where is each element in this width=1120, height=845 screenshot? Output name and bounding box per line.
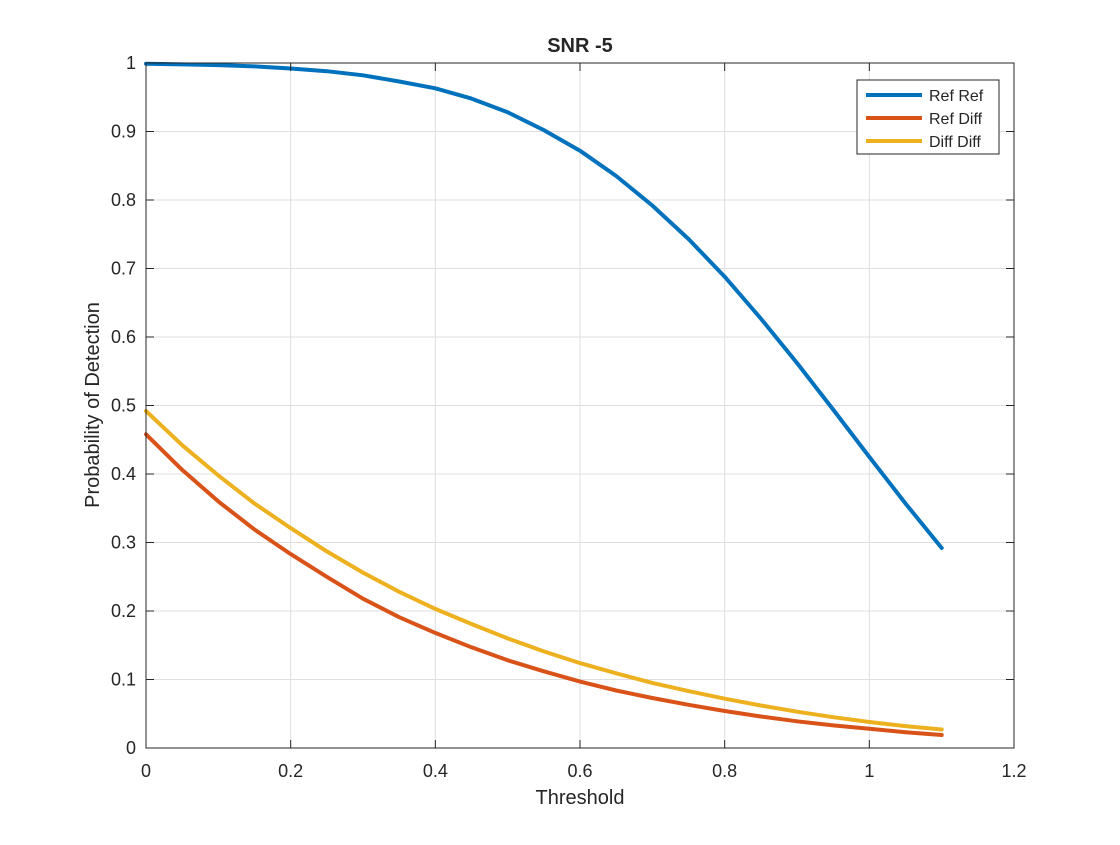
y-tick-label: 0.1 (111, 670, 136, 690)
y-tick-label: 0.4 (111, 464, 136, 484)
tick-marks (145, 62, 1015, 749)
series-line-ref-ref (144, 61, 944, 550)
x-tick-label: 0.2 (278, 761, 303, 781)
y-tick-label: 0.9 (111, 122, 136, 142)
series-line-ref-diff (144, 432, 944, 737)
x-tick-label: 1.2 (1001, 761, 1026, 781)
legend-label-diff-diff: Diff Diff (929, 134, 981, 151)
y-tick-label: 0.2 (111, 601, 136, 621)
x-tick-label: 0.8 (712, 761, 737, 781)
y-tick-label: 0.8 (111, 190, 136, 210)
legend: Ref Ref Ref Diff Diff Diff (856, 79, 1000, 155)
tick-labels: 0 0.2 0.4 0.6 0.8 1 1.2 0 0.1 0.2 0.3 0.4 0.5 0.6 0.7 0… (111, 53, 1027, 781)
x-tick-label: 0 (141, 761, 151, 781)
x-tick-label: 1 (864, 761, 874, 781)
y-tick-label: 0.3 (111, 533, 136, 553)
series-line-diff-diff (144, 409, 944, 732)
x-axis-label: Threshold (536, 787, 625, 809)
x-tick-label: 0.6 (567, 761, 592, 781)
y-tick-label: 1 (126, 53, 136, 73)
grid-lines (146, 63, 1014, 748)
chart-title: SNR -5 (547, 35, 613, 57)
legend-label-ref-ref: Ref Ref (929, 88, 984, 105)
x-tick-label: 0.4 (423, 761, 448, 781)
legend-label-ref-diff: Ref Diff (929, 111, 983, 128)
y-tick-label: 0.5 (111, 396, 136, 416)
series-layer (144, 61, 944, 737)
y-tick-label: 0.6 (111, 327, 136, 347)
y-tick-label: 0.7 (111, 259, 136, 279)
y-axis-label: Probability of Detection (82, 302, 104, 508)
y-tick-label: 0 (126, 738, 136, 758)
